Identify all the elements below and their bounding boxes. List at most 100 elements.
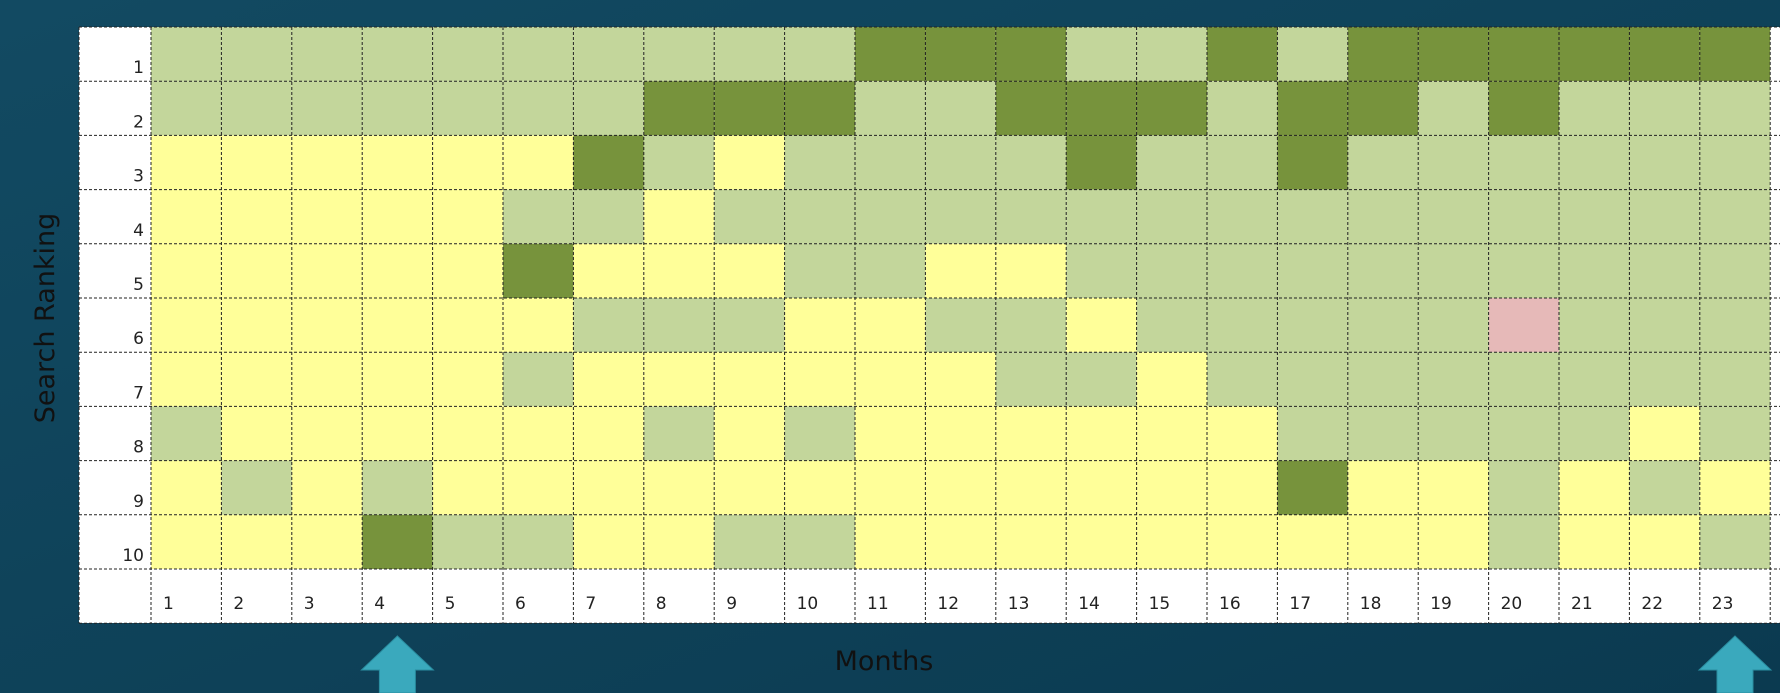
cell (503, 81, 574, 136)
y-tick-label: 7 (133, 383, 144, 403)
y-tick-label: 2 (133, 112, 144, 132)
cell (362, 406, 433, 461)
cell (1347, 460, 1419, 515)
cell (1488, 298, 1559, 353)
cell (1277, 135, 1348, 190)
cell (1277, 243, 1348, 298)
cell (1629, 352, 1700, 407)
cell (1277, 460, 1348, 515)
cell (1066, 406, 1137, 461)
cell (291, 406, 363, 461)
cell (573, 514, 644, 569)
cell (432, 514, 503, 569)
x-tick-label: 13 (1008, 594, 1030, 614)
cell (1418, 81, 1489, 136)
cell (1136, 406, 1207, 461)
cell (1629, 514, 1700, 569)
cell (362, 135, 433, 190)
cell (995, 243, 1067, 298)
cell (643, 352, 715, 407)
x-tick-label: 18 (1360, 594, 1382, 614)
cell (1418, 243, 1489, 298)
x-tick-label: 7 (585, 594, 596, 614)
cell (855, 298, 926, 353)
cell (1277, 514, 1348, 569)
cell (1699, 135, 1771, 190)
x-tick-label: 11 (867, 594, 889, 614)
arrow (360, 635, 435, 693)
cell (1488, 352, 1559, 407)
cell (925, 81, 996, 136)
cell (1066, 27, 1137, 82)
cell (1207, 81, 1278, 136)
x-tick-label: 9 (726, 594, 737, 614)
cell (995, 27, 1067, 82)
cell (362, 81, 433, 136)
cell (1066, 243, 1137, 298)
x-tick-label: 4 (374, 594, 385, 614)
cell (1418, 27, 1489, 82)
cell (714, 406, 785, 461)
cell (925, 406, 996, 461)
cell (573, 298, 644, 353)
cell (1559, 81, 1630, 136)
y-tick-label: 1 (133, 58, 144, 78)
cell (1136, 27, 1207, 82)
y-tick-label: 9 (133, 492, 144, 512)
x-tick-label: 2 (233, 594, 244, 614)
cell (1488, 460, 1559, 515)
cell (291, 189, 363, 244)
cell (925, 460, 996, 515)
y-tick-label: 4 (133, 221, 144, 241)
cell (432, 243, 503, 298)
cell (714, 243, 785, 298)
cell (291, 27, 363, 82)
cell (643, 81, 715, 136)
cell (995, 460, 1067, 515)
cell (1488, 243, 1559, 298)
cell (1277, 298, 1348, 353)
cell (291, 514, 363, 569)
cell (1488, 27, 1559, 82)
cell (1347, 352, 1419, 407)
cell (221, 298, 292, 353)
cell (784, 81, 855, 136)
cell (1699, 352, 1771, 407)
cell (925, 352, 996, 407)
cell (221, 189, 292, 244)
cell (784, 460, 855, 515)
cell (1559, 27, 1630, 82)
cell (1207, 298, 1278, 353)
cell (1347, 27, 1419, 82)
cell (1347, 243, 1419, 298)
cell (1207, 406, 1278, 461)
cell (221, 243, 292, 298)
cell (855, 81, 926, 136)
cell (1066, 135, 1137, 190)
cell (855, 352, 926, 407)
cell (1066, 460, 1137, 515)
cell (151, 27, 222, 82)
cell (1277, 189, 1348, 244)
cell (1418, 298, 1489, 353)
cell (995, 298, 1067, 353)
cell (1136, 460, 1207, 515)
cell (573, 27, 644, 82)
cell (573, 189, 644, 244)
cell (714, 27, 785, 82)
cell (1136, 352, 1207, 407)
cell (1488, 135, 1559, 190)
cell (291, 352, 363, 407)
x-tick-label: 8 (656, 594, 667, 614)
cell (503, 406, 574, 461)
x-tick-label: 15 (1149, 594, 1171, 614)
cell (714, 81, 785, 136)
cell (855, 406, 926, 461)
cell (503, 298, 574, 353)
cell (784, 352, 855, 407)
x-tick-label: 12 (937, 594, 959, 614)
cell (1629, 135, 1700, 190)
cell (1559, 189, 1630, 244)
cell (643, 460, 715, 515)
cell (1277, 406, 1348, 461)
